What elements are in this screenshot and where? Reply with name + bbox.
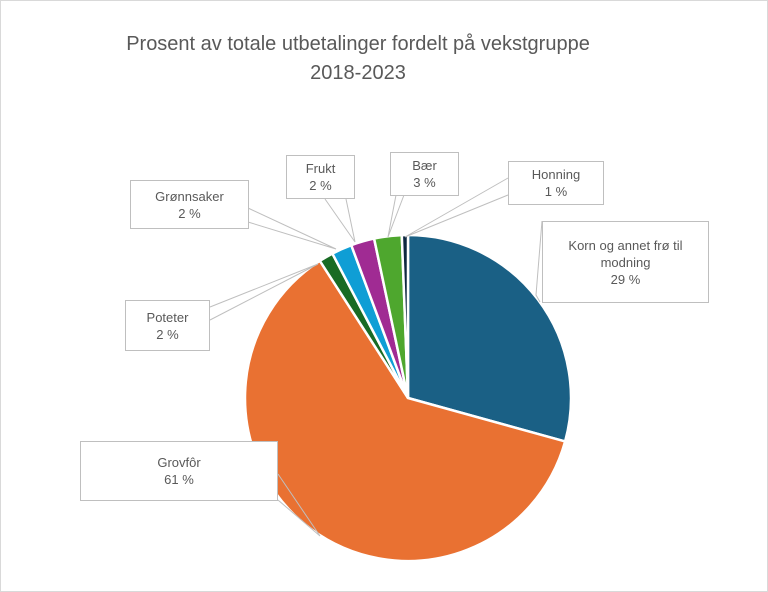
leader-lines (209, 177, 543, 537)
label-name: Grønnsaker (155, 188, 224, 204)
data-label-honning: Honning 1 % (508, 161, 604, 205)
label-name: Grovfôr (157, 455, 201, 470)
data-label-gronnsaker: Grønnsaker 2 % (130, 180, 249, 229)
chart-title-line-1: Prosent av totale utbetalinger fordelt p… (126, 33, 590, 55)
data-label-poteter: Poteter 2 % (125, 300, 210, 351)
pie-slice-grovfor (243, 259, 567, 563)
label-percent: 2 % (309, 178, 332, 193)
label-name: Honning (531, 167, 581, 182)
label-percent: 2 % (156, 326, 179, 342)
label-name: Korn og annet frø til (568, 237, 683, 253)
chart-title-line-2: 2018-2023 (310, 62, 406, 84)
label-name-cont: modning (600, 254, 651, 270)
label-percent: 1 % (544, 184, 568, 199)
label-percent: 2 % (178, 205, 201, 221)
label-percent: 29 % (610, 271, 641, 287)
label-percent: 3 % (413, 175, 436, 190)
pie-slices (243, 233, 573, 563)
label-name: Bær (412, 158, 437, 173)
label-name: Poteter (146, 309, 189, 325)
pie-slice-korn (406, 233, 573, 443)
data-label-frukt: Frukt 2 % (286, 155, 355, 199)
label-name: Frukt (305, 161, 336, 176)
label-percent: 61 % (164, 472, 194, 487)
data-label-grovfor: Grovfôr 61 % (80, 441, 278, 501)
data-label-baer: Bær 3 % (390, 152, 459, 196)
data-label-korn: Korn og annet frø til modning 29 % (542, 221, 709, 303)
